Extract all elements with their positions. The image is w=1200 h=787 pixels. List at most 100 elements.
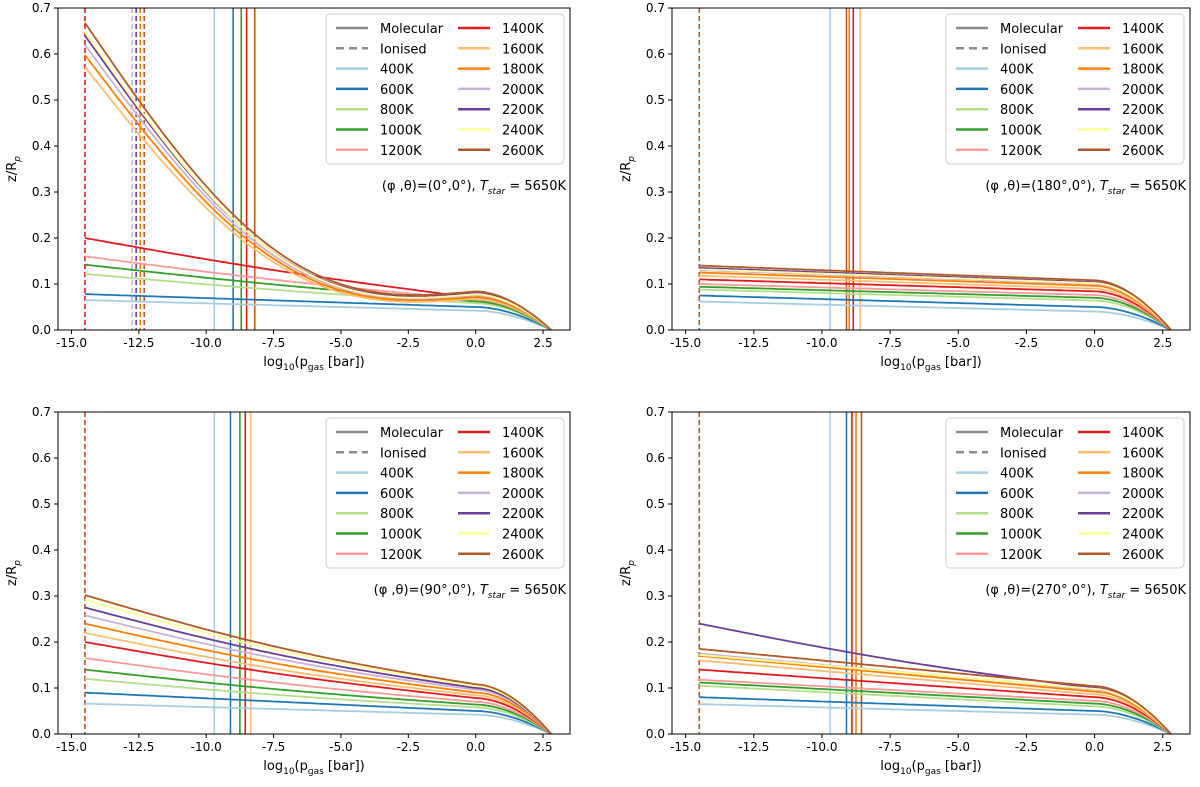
- x-tick-label: 2.5: [1153, 336, 1172, 350]
- legend-2400K-label: 2400K: [1122, 528, 1164, 543]
- y-tick-label: 0.2: [32, 635, 51, 649]
- series-line-400K: [699, 300, 1172, 330]
- y-tick-label: 0.3: [32, 185, 51, 199]
- legend-800K-label: 800K: [380, 103, 414, 118]
- y-tick-label: 0.3: [646, 185, 665, 199]
- series-line-2200K: [84, 606, 552, 734]
- x-tick-label: -15.0: [670, 336, 701, 350]
- y-tick-label: 0.7: [646, 405, 665, 419]
- legend: Molecular Ionised 400K 600K 800K 1000K 1200K 14…: [325, 13, 565, 165]
- x-tick-label: -10.0: [806, 336, 837, 350]
- legend-1800K-label: 1800K: [502, 467, 544, 482]
- legend-ionised-label: Ionised: [380, 42, 427, 57]
- legend-400K-label: 400K: [380, 467, 414, 482]
- x-tick-label: -12.5: [123, 740, 154, 754]
- legend: Molecular Ionised 400K 600K 800K 1000K 1200K 14…: [945, 13, 1185, 165]
- legend-600K-label: 600K: [380, 487, 414, 502]
- legend-2200K-label: 2200K: [1122, 507, 1164, 522]
- series-line-1200K: [699, 283, 1172, 330]
- series-line-2000K: [84, 614, 552, 734]
- series-line-2400K: [84, 598, 552, 734]
- y-tick-label: 0.7: [32, 405, 51, 419]
- y-tick-label: 0.6: [32, 451, 51, 465]
- x-tick-label: -15.0: [670, 740, 701, 754]
- series-line-800K: [84, 677, 552, 734]
- y-tick-label: 0.5: [32, 497, 51, 511]
- legend-1000K-label: 1000K: [1000, 124, 1042, 139]
- x-tick-label: 2.5: [534, 740, 553, 754]
- legend-600K-label: 600K: [1000, 487, 1034, 502]
- annotation: (φ ,θ)=(180°,0°), Tstar = 5650K: [985, 179, 1186, 197]
- y-tick-label: 0.2: [32, 231, 51, 245]
- y-tick-label: 0.1: [646, 277, 665, 291]
- plot-area: [698, 412, 1172, 734]
- plot-area: [84, 412, 552, 734]
- legend-1800K-label: 1800K: [502, 63, 544, 78]
- legend-1200K-label: 1200K: [1000, 548, 1042, 563]
- y-tick-label: 0.2: [646, 231, 665, 245]
- panel-bottom-left: -15.0 -12.5 -10.0 -7.5 -5.0 -2.5 0.0 2.5 0.0 0.1 0…: [5, 405, 571, 777]
- x-tick-label: -7.5: [878, 336, 901, 350]
- y-tick-label: 0.4: [32, 139, 51, 153]
- x-tick-label: -12.5: [738, 336, 769, 350]
- legend-2000K-label: 2000K: [502, 83, 544, 98]
- legend-1600K-label: 1600K: [502, 446, 544, 461]
- y-tick-label: 0.5: [646, 497, 665, 511]
- x-tick-label: -12.5: [123, 336, 154, 350]
- x-tick-label: -2.5: [397, 740, 420, 754]
- series-line-2400K: [699, 654, 1172, 734]
- y-tick-label: 0.4: [646, 139, 665, 153]
- x-tick-label: -5.0: [947, 336, 970, 350]
- series-line-1400K: [699, 668, 1172, 734]
- legend-molecular-label: Molecular: [380, 22, 444, 37]
- y-tick-label: 0.7: [32, 1, 51, 15]
- legend-ionised-label: Ionised: [380, 446, 427, 461]
- x-tick-label: -15.0: [56, 336, 87, 350]
- x-tick-label: 2.5: [534, 336, 553, 350]
- y-tick-label: 0.4: [32, 543, 51, 557]
- legend-600K-label: 600K: [380, 83, 414, 98]
- y-tick-label: 0.3: [646, 589, 665, 603]
- legend-600K-label: 600K: [1000, 83, 1034, 98]
- legend-1600K-label: 1600K: [1122, 42, 1164, 57]
- plot-area: [698, 8, 1172, 330]
- legend-2400K-label: 2400K: [502, 528, 544, 543]
- series-line-1600K: [699, 659, 1172, 734]
- x-tick-label: -2.5: [1015, 740, 1038, 754]
- legend-2400K-label: 2400K: [1122, 124, 1164, 139]
- legend-frame: [325, 417, 565, 569]
- legend-2600K-label: 2600K: [1122, 548, 1164, 563]
- legend-2600K-label: 2600K: [1122, 144, 1164, 159]
- x-tick-label: 0.0: [466, 336, 485, 350]
- legend-1000K-label: 1000K: [380, 124, 422, 139]
- series-line-1800K: [84, 54, 552, 330]
- x-tick-label: -7.5: [262, 740, 285, 754]
- y-tick-label: 0.7: [646, 1, 665, 15]
- legend-2200K-label: 2200K: [1122, 103, 1164, 118]
- legend-2000K-label: 2000K: [502, 487, 544, 502]
- y-tick-label: 0.1: [32, 681, 51, 695]
- y-tick-label: 0.1: [32, 277, 51, 291]
- y-tick-label: 0.5: [32, 93, 51, 107]
- legend: Molecular Ionised 400K 600K 800K 1000K 1200K 14…: [945, 417, 1185, 569]
- series-line-600K: [84, 691, 552, 734]
- x-tick-label: -5.0: [329, 336, 352, 350]
- series-line-1200K: [84, 657, 552, 734]
- axes-frame: [671, 411, 1191, 735]
- y-tick-label: 0.3: [32, 589, 51, 603]
- legend-1600K-label: 1600K: [502, 42, 544, 57]
- legend-2600K-label: 2600K: [502, 144, 544, 159]
- y-tick-label: 0.0: [32, 323, 51, 337]
- series-line-2600K: [699, 648, 1172, 734]
- legend-1200K-label: 1200K: [380, 548, 422, 563]
- y-tick-label: 0.0: [646, 323, 665, 337]
- x-axis-label: log10(pgas [bar]): [880, 355, 981, 373]
- legend-1400K-label: 1400K: [502, 22, 544, 37]
- series-line-1600K: [84, 631, 552, 734]
- series-line-1800K: [699, 271, 1172, 330]
- x-axis-label: log10(pgas [bar]): [263, 759, 364, 777]
- legend-1200K-label: 1200K: [1000, 144, 1042, 159]
- legend-1200K-label: 1200K: [380, 144, 422, 159]
- panel-bottom-right: -15.0 -12.5 -10.0 -7.5 -5.0 -2.5 0.0 2.5 0.0 0.1 0…: [619, 405, 1191, 777]
